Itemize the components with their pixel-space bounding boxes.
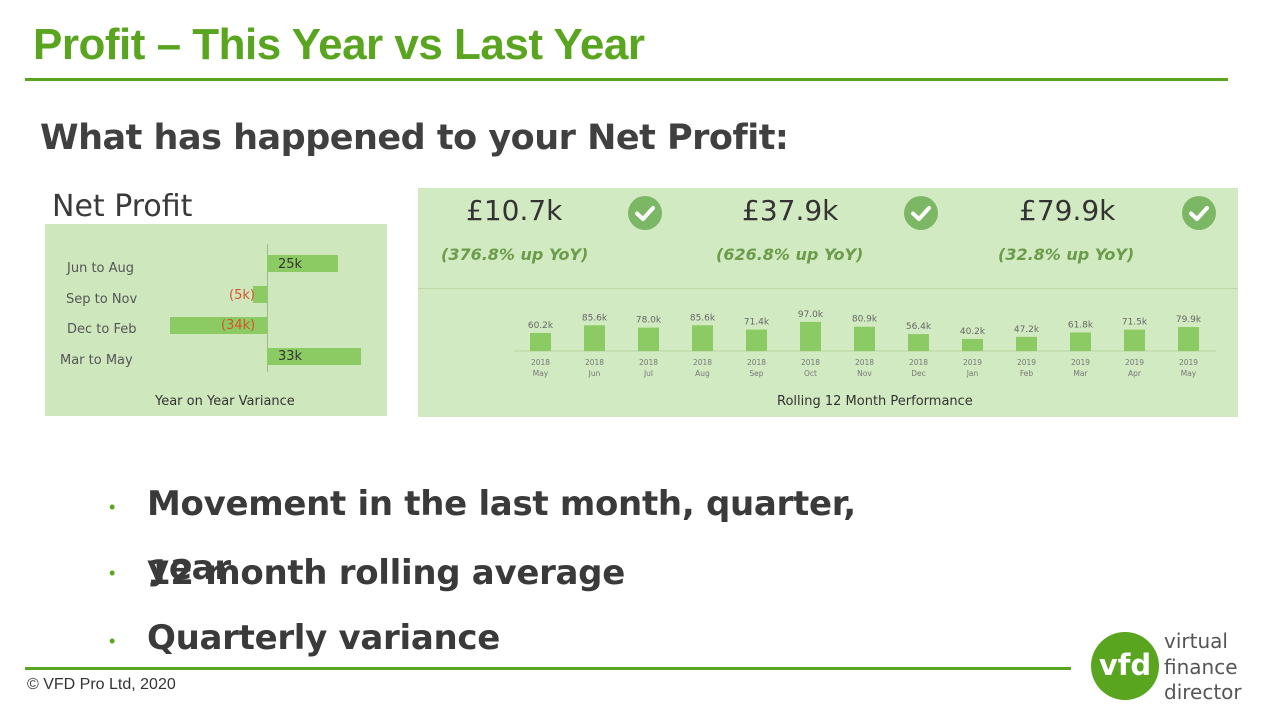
rolling-bar <box>800 321 821 351</box>
rolling-bar <box>746 329 767 351</box>
logo-line-director: director <box>1164 680 1242 704</box>
rolling-bar-label: 85.6k <box>582 313 608 323</box>
variance-value: (5k) <box>229 288 255 303</box>
rolling-bar-label: 80.9k <box>852 315 878 325</box>
rolling-tick-month: Feb <box>1020 369 1034 378</box>
variance-axis <box>267 244 268 372</box>
logo-line-finance: finance <box>1164 655 1238 679</box>
rolling-bar-label: 97.0k <box>798 310 824 320</box>
rolling-bar <box>908 334 929 351</box>
rolling-bar-label: 61.8k <box>1068 320 1094 330</box>
logo-line-virtual: virtual <box>1164 629 1228 653</box>
rolling-tick-month: Apr <box>1128 369 1142 378</box>
rolling-bar <box>584 325 605 351</box>
rolling-tick-month: Jul <box>643 369 653 378</box>
variance-row-label: Mar to May <box>60 353 133 368</box>
rolling-tick-year: 2018 <box>801 358 820 367</box>
rolling-tick-year: 2018 <box>531 358 550 367</box>
rolling-bar-label: 40.2k <box>960 327 986 337</box>
rolling-bar <box>638 327 659 351</box>
rolling-bar <box>692 325 713 351</box>
title-divider <box>25 78 1228 81</box>
rolling-bar <box>962 338 983 351</box>
rolling-bar <box>1070 332 1091 351</box>
rolling-tick-month: Oct <box>804 369 817 378</box>
rolling-tick-year: 2019 <box>963 358 982 367</box>
rolling-tick-year: 2018 <box>855 358 874 367</box>
rolling-tick-month: Aug <box>695 369 710 378</box>
rolling-tick-year: 2018 <box>747 358 766 367</box>
rolling-tick-month: Jan <box>966 369 979 378</box>
slide-subtitle: What has happened to your Net Profit: <box>40 118 789 158</box>
variance-row-label: Sep to Nov <box>66 292 138 307</box>
rolling-bar <box>854 326 875 351</box>
rolling-12-month-chart: 60.2k 2018 May 85.6k 2018 Jun 78.0k 2018 Jul 85.6… <box>514 310 1216 378</box>
variance-bar <box>170 317 267 334</box>
kpi-yoy-month: (376.8% up YoY) <box>441 245 589 264</box>
rolling-bar-label: 85.6k <box>690 313 716 323</box>
slide-title: Profit – This Year vs Last Year <box>33 20 645 69</box>
copyright: © VFD Pro Ltd, 2020 <box>27 676 176 693</box>
rolling-tick-year: 2018 <box>639 358 658 367</box>
rolling-tick-month: May <box>1181 369 1197 378</box>
kpi-panel <box>418 188 1238 417</box>
rolling-bar-label: 56.4k <box>906 322 932 332</box>
bullet-text-overflow: year <box>147 548 231 588</box>
variance-bar <box>267 348 362 365</box>
variance-row-label: Dec to Feb <box>67 322 137 337</box>
rolling-bar <box>1124 329 1145 351</box>
kpi-divider <box>418 288 1238 289</box>
kpi-yoy-year: (32.8% up YoY) <box>998 245 1135 264</box>
variance-bar <box>252 286 267 303</box>
rolling-tick-year: 2018 <box>585 358 604 367</box>
check-icon <box>628 196 662 230</box>
check-icon <box>1182 196 1216 230</box>
rolling-bar <box>1016 336 1037 351</box>
rolling-bar-label: 60.2k <box>528 321 554 331</box>
rolling-tick-year: 2018 <box>693 358 712 367</box>
kpi-value-year: £79.9k <box>1019 194 1116 227</box>
rolling-tick-month: Jun <box>588 369 601 378</box>
rolling-bar-label: 71.4k <box>744 318 770 328</box>
rolling-tick-month: May <box>533 369 549 378</box>
rolling-tick-year: 2019 <box>1017 358 1036 367</box>
kpi-value-month: £10.7k <box>466 194 563 227</box>
rolling-tick-year: 2018 <box>909 358 928 367</box>
bullet-dot: • <box>109 631 116 651</box>
vfd-logo-mark: vfd <box>1091 632 1159 700</box>
bullet-dot: • <box>109 497 116 517</box>
bullet-text: Movement in the last month, quarter, <box>147 484 856 524</box>
footer-divider <box>25 667 1071 670</box>
variance-caption: Year on Year Variance <box>155 394 295 409</box>
variance-value: 25k <box>278 257 303 272</box>
bullet-text: 12 month rolling average <box>147 553 625 593</box>
rolling-bar-label: 79.9k <box>1176 315 1202 325</box>
rolling-tick-month: Mar <box>1073 369 1088 378</box>
rolling-caption: Rolling 12 Month Performance <box>777 394 973 409</box>
rolling-bar-label: 47.2k <box>1014 325 1040 335</box>
rolling-tick-year: 2019 <box>1071 358 1090 367</box>
bullet-dot: • <box>109 563 116 583</box>
rolling-bar-label: 71.5k <box>1122 318 1148 328</box>
rolling-tick-year: 2019 <box>1179 358 1198 367</box>
rolling-tick-year: 2019 <box>1125 358 1144 367</box>
variance-value: 33k <box>278 349 303 364</box>
rolling-bar <box>1178 327 1199 351</box>
rolling-tick-month: Dec <box>911 369 926 378</box>
bullet-text: Quarterly variance <box>147 618 501 658</box>
rolling-bar <box>530 332 551 351</box>
rolling-tick-month: Sep <box>749 369 763 378</box>
rolling-tick-month: Nov <box>857 369 872 378</box>
kpi-yoy-quarter: (626.8% up YoY) <box>716 245 864 264</box>
kpi-value-quarter: £37.9k <box>742 194 839 227</box>
variance-bar <box>267 255 339 272</box>
check-icon <box>904 196 938 230</box>
variance-row-label: Jun to Aug <box>67 261 135 276</box>
rolling-bar-label: 78.0k <box>636 316 662 326</box>
dashboard-title: Net Profit <box>52 189 193 224</box>
variance-value: (34k) <box>221 318 256 333</box>
